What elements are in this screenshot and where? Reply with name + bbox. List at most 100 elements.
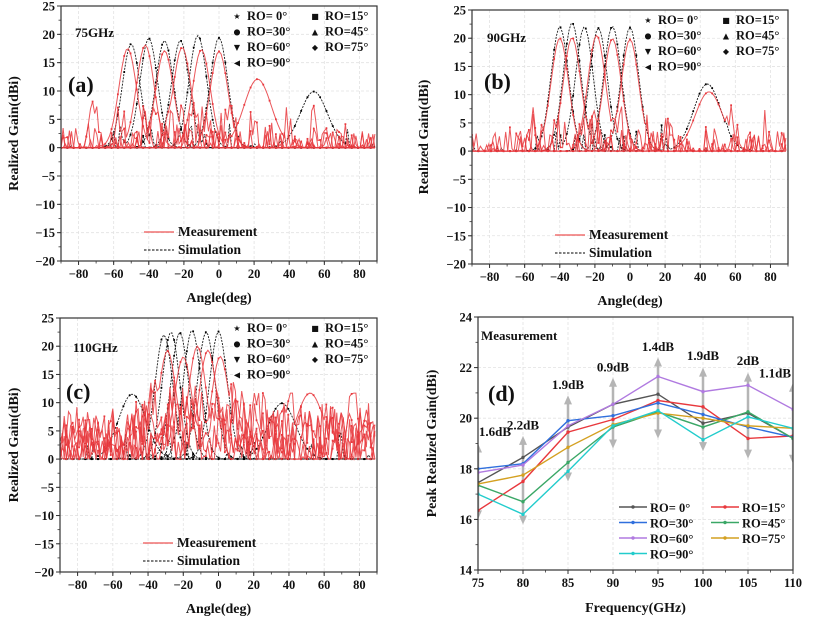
arrow-down-icon <box>789 454 793 464</box>
data-point <box>287 136 290 139</box>
data-point <box>98 131 100 133</box>
data-point <box>656 401 660 405</box>
data-point <box>281 402 283 405</box>
data-point <box>79 146 81 149</box>
y-tick-label: 10 <box>43 85 56 99</box>
data-point <box>154 67 157 69</box>
data-point <box>255 419 258 422</box>
x-axis: −80 −60 −40 −20 0 20 40 60 80 <box>471 264 789 284</box>
data-point <box>603 73 606 76</box>
measurement-trace-6 <box>61 78 375 150</box>
data-point <box>192 415 195 417</box>
data-point <box>559 37 562 40</box>
data-point <box>319 146 322 149</box>
data-point <box>584 150 587 153</box>
data-point <box>331 447 334 450</box>
x-tick-label: −40 <box>550 270 570 284</box>
data-point <box>584 143 587 146</box>
data-point <box>128 435 131 438</box>
data-point <box>527 138 530 141</box>
data-point <box>204 331 207 334</box>
data-point <box>230 455 233 458</box>
data-point <box>224 145 227 148</box>
data-point <box>211 146 214 149</box>
data-point <box>224 138 227 141</box>
triangle-left-icon: ◀ <box>645 63 652 72</box>
data-point <box>281 451 283 454</box>
data-point <box>274 407 277 410</box>
data-point <box>110 128 113 130</box>
chart-panel-c: −80 −60 −40 −20 0 20 40 60 80 −20 −15 −10 −5 0 5 10 15 20… <box>7 312 378 617</box>
data-point <box>611 424 615 428</box>
data-point <box>509 126 511 129</box>
spread-label: 1.9dB <box>552 377 584 392</box>
data-point <box>236 457 239 460</box>
y-axis-label: Realized Gain(dBi) <box>7 387 22 502</box>
data-point <box>363 424 366 427</box>
data-point <box>357 458 359 461</box>
data-point <box>312 127 315 130</box>
data-point <box>546 104 549 107</box>
data-point <box>603 139 606 142</box>
data-point <box>521 473 525 477</box>
triangle-down-icon: ▼ <box>234 355 241 364</box>
data-point <box>230 421 233 423</box>
data-point <box>610 138 612 140</box>
x-tick-label: 85 <box>562 576 575 590</box>
data-point <box>141 415 144 418</box>
data-point <box>84 445 87 448</box>
data-point <box>160 428 163 431</box>
spread-arrow-100 <box>699 367 707 452</box>
triangle-left-icon: ◀ <box>234 371 241 380</box>
data-point <box>217 442 220 445</box>
data-point <box>160 338 163 341</box>
data-point <box>578 123 581 126</box>
y-tick-label: 15 <box>454 60 467 74</box>
chart-panel-b: −80 −60 −40 −20 0 20 40 60 80 −20 −15 −10 −5 0 5 10 15 20… <box>417 4 789 309</box>
data-point <box>129 43 132 46</box>
data-point <box>698 148 701 150</box>
data-point <box>249 145 252 148</box>
data-point <box>186 91 189 94</box>
data-point <box>261 448 264 451</box>
data-point <box>236 427 239 430</box>
data-point <box>199 49 201 52</box>
x-axis: 75 80 85 90 95 100 105 110 <box>472 570 802 590</box>
data-point <box>78 446 80 449</box>
data-point <box>300 140 303 143</box>
data-point <box>173 145 176 148</box>
data-point <box>186 68 189 71</box>
data-point <box>357 442 359 445</box>
spread-label: 1.6dB <box>479 424 511 439</box>
x-tick-label: 20 <box>659 270 672 284</box>
data-point <box>357 417 359 420</box>
data-point <box>242 441 245 444</box>
data-point <box>635 145 638 148</box>
data-point <box>142 105 145 108</box>
data-point <box>84 419 87 422</box>
data-point <box>161 133 164 136</box>
data-point <box>198 362 201 365</box>
y-tick-label: 22 <box>460 361 473 375</box>
data-point <box>521 463 525 467</box>
measurement-trace-5 <box>472 91 787 153</box>
data-point <box>166 458 169 461</box>
data-point <box>300 405 302 408</box>
data-point <box>204 421 207 424</box>
data-point <box>255 458 258 461</box>
data-point <box>281 447 283 450</box>
data-point <box>338 135 340 138</box>
data-point <box>584 27 587 30</box>
data-point <box>281 146 284 149</box>
data-point <box>331 458 334 460</box>
data-point <box>656 411 660 415</box>
legend-label: Simulation <box>178 242 242 257</box>
data-point <box>338 458 340 461</box>
data-point <box>85 146 88 149</box>
legend-label: Measurement <box>177 535 257 550</box>
data-point <box>262 146 265 149</box>
data-point <box>199 133 201 136</box>
data-point <box>572 114 575 116</box>
data-point <box>78 458 80 461</box>
data-point <box>566 445 570 449</box>
